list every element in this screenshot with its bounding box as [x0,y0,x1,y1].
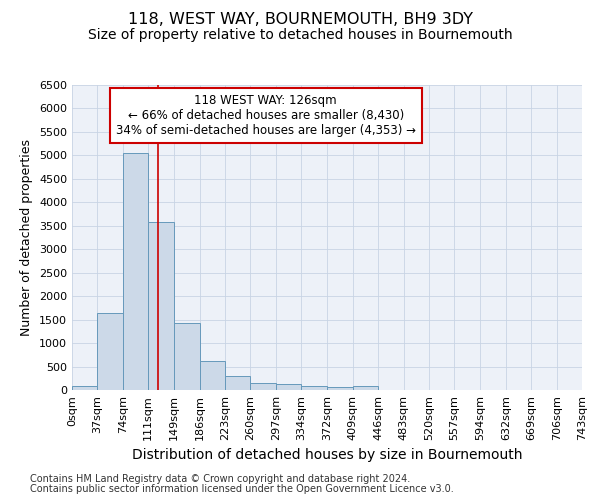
Text: Contains HM Land Registry data © Crown copyright and database right 2024.: Contains HM Land Registry data © Crown c… [30,474,410,484]
Bar [250,382,276,390]
Bar [353,386,378,390]
Bar [72,386,97,390]
Text: 118, WEST WAY, BOURNEMOUTH, BH9 3DY: 118, WEST WAY, BOURNEMOUTH, BH9 3DY [128,12,473,28]
Bar [123,152,148,390]
Bar [328,387,353,390]
Text: Contains public sector information licensed under the Open Government Licence v3: Contains public sector information licen… [30,484,454,494]
Y-axis label: Number of detached properties: Number of detached properties [20,139,34,336]
Bar [200,362,225,390]
Bar [148,222,174,390]
Bar [97,312,123,390]
Text: 118 WEST WAY: 126sqm
← 66% of detached houses are smaller (8,430)
34% of semi-de: 118 WEST WAY: 126sqm ← 66% of detached h… [116,94,416,137]
Bar [174,324,200,390]
Bar [225,376,250,390]
Bar [301,386,328,390]
Text: Size of property relative to detached houses in Bournemouth: Size of property relative to detached ho… [88,28,512,42]
X-axis label: Distribution of detached houses by size in Bournemouth: Distribution of detached houses by size … [132,448,522,462]
Bar [276,384,301,390]
